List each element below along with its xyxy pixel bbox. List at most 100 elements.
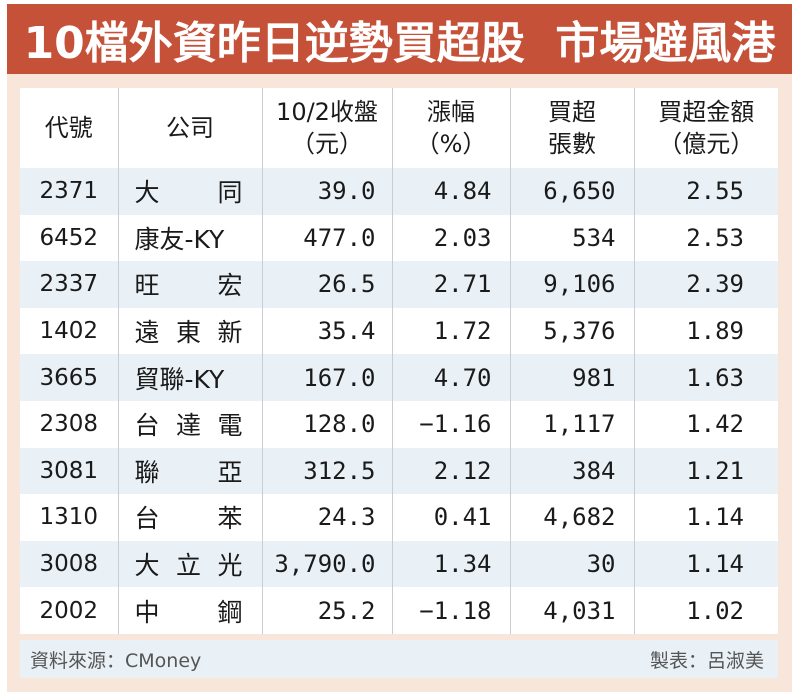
cell-buy-amount: 1.02	[633, 587, 778, 634]
company-name-char: 康友-KY	[134, 224, 225, 254]
cell-code: 1310	[20, 494, 118, 541]
company-name-char: 達	[175, 411, 201, 441]
cell-close-price: 26.5	[261, 261, 392, 308]
cell-buy-lots: 4,031	[509, 587, 634, 634]
company-name: 台苯	[135, 499, 243, 535]
foreign-buy-table: 代號 公司 10/2收盤 （元） 漲幅 （%） 買超 張數 買超金額 （億元） 2371…	[20, 88, 778, 634]
cell-change-pct: 2.03	[391, 214, 510, 262]
cell-code: 6452	[20, 214, 118, 262]
cell-buy-lots: 6,650	[509, 168, 634, 215]
company-name-char: 東	[175, 318, 201, 348]
cell-company: 貿聯-KY	[117, 354, 262, 401]
cell-change-pct: 0.41	[391, 494, 510, 541]
table-row: 2371 大同 39.0 4.84 6,650 2.55	[20, 168, 778, 215]
header-close: 10/2收盤 （元）	[261, 88, 392, 168]
company-name: 康友-KY	[135, 220, 243, 256]
header-company-label: 公司	[166, 114, 214, 142]
company-name-char: 光	[217, 551, 243, 581]
table-row: 1310 台苯 24.3 0.41 4,682 1.14	[20, 494, 778, 541]
cell-code: 2308	[20, 400, 118, 448]
company-name: 台達電	[135, 406, 243, 442]
page-title: 10檔外資昨日逆勢買超股 市場避風港	[23, 18, 776, 69]
table-row: 2337 旺宏 26.5 2.71 9,106 2.39	[20, 261, 778, 308]
cell-buy-lots: 534	[509, 214, 634, 262]
header-lots-line2: 張數	[548, 130, 596, 158]
cell-buy-lots: 5,376	[509, 307, 634, 355]
cell-buy-amount: 1.63	[633, 354, 778, 401]
header-code-label: 代號	[44, 114, 93, 142]
table-row: 3008 大立光 3,790.0 1.34 30 1.14	[20, 540, 778, 588]
title-banner: 10檔外資昨日逆勢買超股 市場避風港	[7, 4, 792, 74]
table-footer: 資料來源：CMoney 製表：呂淑美	[20, 640, 778, 678]
header-amount: 買超金額 （億元）	[633, 88, 778, 168]
company-name-char: 聯	[134, 457, 160, 487]
company-name: 遠東新	[135, 313, 243, 349]
header-amount-line2: （億元）	[658, 130, 755, 158]
cell-company: 旺宏	[117, 261, 262, 308]
cell-change-pct: 1.72	[391, 307, 510, 355]
cell-company: 中鋼	[117, 587, 262, 634]
company-name-char: 中	[134, 597, 160, 627]
cell-company: 大同	[117, 168, 262, 215]
cell-buy-lots: 9,106	[509, 261, 634, 308]
stock-table-container: 代號 公司 10/2收盤 （元） 漲幅 （%） 買超 張數 買超金額 （億元） 2371…	[20, 88, 778, 634]
header-company: 公司	[117, 88, 262, 168]
company-name-char: 旺	[134, 271, 160, 301]
cell-buy-amount: 2.39	[633, 261, 778, 308]
cell-close-price: 312.5	[261, 447, 392, 495]
cell-buy-amount: 1.21	[633, 447, 778, 495]
cell-change-pct: −1.18	[391, 587, 510, 634]
cell-change-pct: 4.84	[391, 168, 510, 215]
company-name-char: 同	[217, 178, 243, 208]
company-name-char: 亞	[217, 457, 243, 487]
company-name: 貿聯-KY	[135, 360, 243, 396]
cell-code: 2337	[20, 261, 118, 308]
cell-code: 3081	[20, 447, 118, 495]
company-name-char: 鋼	[217, 597, 243, 627]
author-note: 製表：呂淑美	[649, 649, 764, 672]
table-row: 2308 台達電 128.0 −1.16 1,117 1.42	[20, 400, 778, 448]
cell-close-price: 167.0	[261, 354, 392, 401]
cell-buy-lots: 30	[509, 540, 634, 588]
header-row: 代號 公司 10/2收盤 （元） 漲幅 （%） 買超 張數 買超金額 （億元）	[20, 88, 778, 168]
cell-buy-amount: 1.14	[633, 540, 778, 588]
cell-code: 3008	[20, 540, 118, 588]
company-name-char: 貿聯-KY	[134, 364, 225, 394]
cell-buy-amount: 2.53	[633, 214, 778, 262]
cell-code: 3665	[20, 354, 118, 401]
header-close-line1: 10/2收盤	[276, 98, 378, 126]
cell-change-pct: 2.71	[391, 261, 510, 308]
cell-change-pct: 4.70	[391, 354, 510, 401]
cell-close-price: 128.0	[261, 400, 392, 448]
cell-buy-lots: 384	[509, 447, 634, 495]
cell-company: 大立光	[117, 540, 262, 588]
cell-close-price: 3,790.0	[261, 540, 392, 588]
cell-change-pct: 1.34	[391, 540, 510, 588]
cell-buy-lots: 4,682	[509, 494, 634, 541]
company-name-char: 宏	[217, 271, 243, 301]
cell-buy-amount: 1.89	[633, 307, 778, 355]
cell-close-price: 25.2	[261, 587, 392, 634]
table-row: 2002 中鋼 25.2 −1.18 4,031 1.02	[20, 587, 778, 634]
cell-change-pct: −1.16	[391, 400, 510, 448]
cell-code: 2371	[20, 168, 118, 215]
table-body: 2371 大同 39.0 4.84 6,650 2.55 6452 康友-KY 477.0 2.0…	[20, 168, 778, 634]
header-lots: 買超 張數	[509, 88, 634, 168]
cell-change-pct: 2.12	[391, 447, 510, 495]
cell-company: 康友-KY	[117, 214, 262, 262]
table-row: 6452 康友-KY 477.0 2.03 534 2.53	[20, 214, 778, 262]
header-lots-line1: 買超	[548, 98, 596, 126]
company-name-char: 電	[217, 411, 243, 441]
cell-close-price: 35.4	[261, 307, 392, 355]
cell-code: 1402	[20, 307, 118, 355]
header-code: 代號	[20, 88, 118, 168]
header-amount-line1: 買超金額	[658, 98, 755, 126]
cell-close-price: 39.0	[261, 168, 392, 215]
cell-close-price: 24.3	[261, 494, 392, 541]
company-name: 中鋼	[135, 593, 243, 629]
company-name: 旺宏	[135, 266, 243, 302]
company-name-char: 立	[175, 551, 201, 581]
cell-company: 台達電	[117, 400, 262, 448]
header-change-line2: （%）	[415, 130, 487, 158]
cell-company: 台苯	[117, 494, 262, 541]
